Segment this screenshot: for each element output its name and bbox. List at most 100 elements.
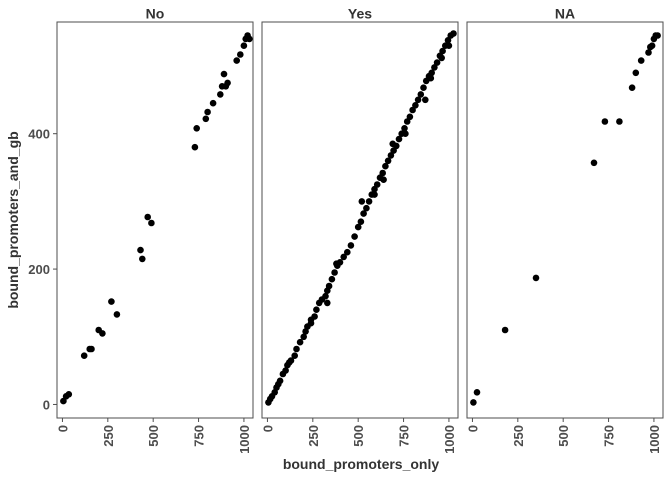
data-point bbox=[532, 274, 540, 282]
data-point bbox=[65, 391, 73, 398]
data-point bbox=[365, 198, 373, 205]
data-point bbox=[616, 118, 623, 125]
data-point bbox=[371, 191, 378, 198]
data-point bbox=[204, 108, 211, 116]
data-point bbox=[60, 397, 67, 405]
data-point bbox=[414, 96, 422, 104]
data-point bbox=[501, 326, 509, 334]
data-point bbox=[357, 218, 365, 225]
data-point bbox=[363, 204, 370, 212]
data-point bbox=[202, 115, 210, 123]
x-tick-label: 500 bbox=[146, 425, 161, 447]
x-tick-label: 0 bbox=[465, 425, 480, 432]
y-tick-label: 0 bbox=[43, 397, 50, 412]
data-point bbox=[300, 333, 308, 341]
data-point bbox=[433, 59, 441, 66]
data-point bbox=[351, 233, 358, 240]
data-point bbox=[384, 157, 392, 165]
data-point bbox=[590, 159, 598, 167]
data-point bbox=[347, 242, 355, 249]
data-point bbox=[193, 125, 200, 132]
x-tick-label: 250 bbox=[306, 425, 321, 447]
data-point bbox=[324, 299, 331, 307]
panel-border bbox=[466, 21, 664, 419]
data-point bbox=[224, 79, 231, 87]
facet-label-no: No bbox=[146, 6, 165, 22]
y-axis: 0 200 400 bbox=[28, 127, 57, 412]
x-tick-label: 750 bbox=[192, 425, 207, 447]
facet-label-yes: Yes bbox=[348, 6, 372, 22]
y-tick-label: 200 bbox=[28, 262, 50, 277]
data-point bbox=[313, 306, 320, 314]
y-axis-title: bound_promoters_and_gb bbox=[5, 131, 21, 308]
data-point bbox=[328, 275, 336, 283]
data-point bbox=[427, 74, 435, 82]
data-point bbox=[233, 57, 240, 64]
data-point bbox=[445, 42, 453, 49]
x-tick-label: 0 bbox=[55, 425, 70, 432]
data-point bbox=[296, 338, 304, 346]
panel-yes: Yes 0 250 500 750 1000 bbox=[260, 6, 459, 454]
data-point bbox=[387, 152, 395, 159]
y-tick-label: 400 bbox=[28, 127, 50, 142]
data-point bbox=[340, 253, 348, 261]
data-point bbox=[191, 143, 199, 151]
x-tick-label: 750 bbox=[602, 425, 617, 447]
data-point bbox=[322, 292, 329, 300]
data-point bbox=[406, 113, 414, 121]
x-axis-title: bound_promoters_only bbox=[283, 456, 440, 472]
data-point bbox=[144, 213, 151, 221]
data-point bbox=[422, 96, 429, 104]
x-tick-label: 1000 bbox=[237, 425, 252, 454]
data-point bbox=[237, 51, 244, 58]
data-point bbox=[99, 330, 106, 337]
data-point bbox=[420, 84, 427, 91]
data-point bbox=[209, 99, 217, 107]
data-point bbox=[333, 260, 340, 268]
data-point bbox=[360, 210, 367, 217]
data-point bbox=[654, 32, 661, 39]
data-point bbox=[379, 169, 387, 177]
data-point bbox=[473, 389, 481, 396]
data-point bbox=[382, 162, 389, 170]
panel-border bbox=[56, 21, 254, 419]
data-point bbox=[637, 57, 645, 64]
x-tick-label: 250 bbox=[511, 425, 526, 447]
data-point bbox=[439, 47, 446, 55]
data-point bbox=[331, 269, 338, 276]
data-point bbox=[246, 35, 253, 43]
panels-group: No 0 250 500 750 1000 Yes 0 250 500 750 1000 NA 0 250 5… bbox=[55, 6, 664, 454]
data-point bbox=[240, 42, 248, 49]
facet-label-na: NA bbox=[555, 6, 575, 22]
data-point bbox=[389, 140, 397, 148]
data-point bbox=[428, 69, 436, 77]
data-point bbox=[276, 377, 284, 385]
panel-no: No 0 250 500 750 1000 bbox=[55, 6, 254, 454]
data-point bbox=[113, 311, 121, 318]
data-point bbox=[628, 84, 636, 91]
data-point bbox=[444, 37, 452, 44]
x-tick-label: 0 bbox=[260, 425, 275, 432]
panel-na: NA 0 250 500 750 1000 bbox=[465, 6, 664, 454]
data-point bbox=[402, 130, 409, 137]
data-point bbox=[380, 176, 387, 183]
data-point bbox=[293, 345, 300, 353]
data-point bbox=[217, 91, 224, 98]
data-point bbox=[307, 316, 315, 324]
data-point bbox=[148, 219, 155, 227]
data-point bbox=[137, 246, 144, 254]
data-point bbox=[354, 223, 362, 231]
data-point bbox=[647, 43, 654, 51]
data-point bbox=[417, 91, 425, 98]
x-tick-label: 750 bbox=[397, 425, 412, 447]
data-point bbox=[108, 298, 115, 305]
data-point bbox=[412, 102, 419, 109]
data-point bbox=[373, 181, 381, 188]
x-tick-label: 500 bbox=[556, 425, 571, 447]
data-point bbox=[645, 49, 652, 56]
x-tick-label: 1000 bbox=[442, 425, 457, 454]
data-point bbox=[88, 345, 95, 353]
data-point bbox=[291, 352, 299, 360]
x-tick-label: 250 bbox=[101, 425, 116, 447]
